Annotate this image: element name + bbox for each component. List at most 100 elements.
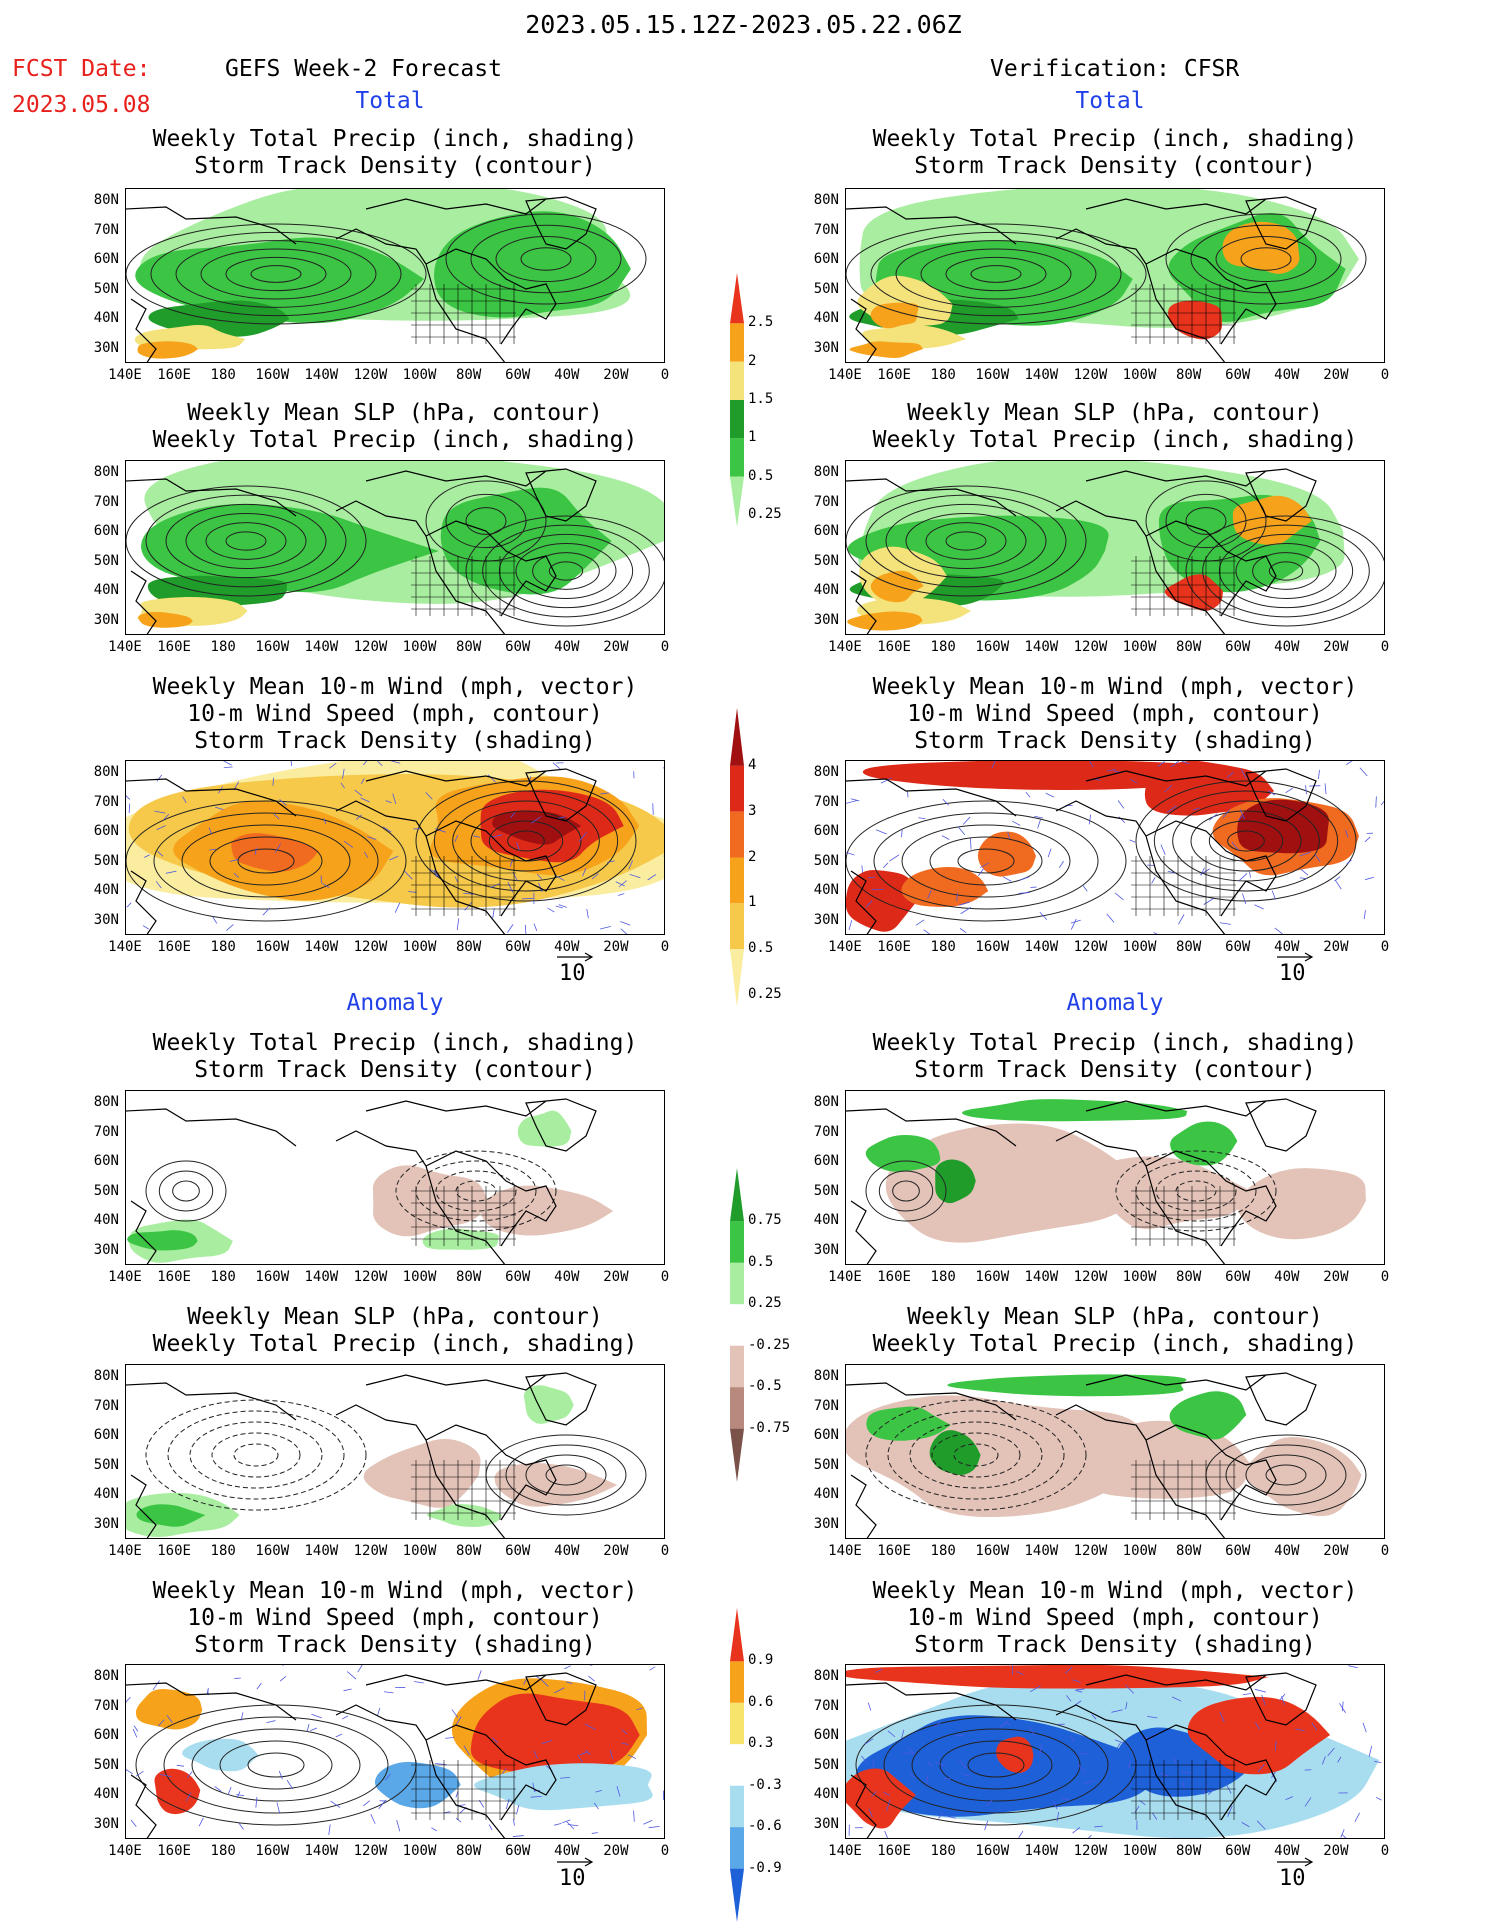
lon-tick-label: 160E: [877, 367, 911, 383]
colorbar-swatch: [730, 1661, 744, 1703]
wind-vector: [1153, 932, 1158, 934]
contour-line: [945, 531, 987, 551]
wind-vector: [607, 860, 615, 863]
lon-tick-label: 140W: [1024, 1269, 1059, 1285]
map-panel-gefs-wind_storm-anom: [125, 1664, 665, 1839]
wind-vector: [886, 1799, 891, 1812]
lon-tick-label: 120W: [353, 939, 388, 955]
lon-tick-label: 60W: [505, 939, 531, 955]
wind-vector: [1056, 1811, 1060, 1822]
wind-vector: [1209, 813, 1218, 821]
panel-title-gefs-3: Weekly Total Precip (inch, shading) Storm…: [95, 1030, 695, 1084]
wind-vector: [132, 1728, 138, 1738]
lat-tick-label: 80N: [813, 464, 839, 480]
contour-line: [145, 1160, 227, 1222]
coastline: [850, 570, 877, 634]
contour-line: [1215, 236, 1317, 282]
contour-line: [181, 824, 351, 898]
contour-line: [145, 1399, 367, 1511]
colorbar-label: 1: [748, 429, 757, 446]
wind-vector: [1354, 1812, 1360, 1823]
contour-line: [126, 800, 407, 922]
contour-line: [225, 531, 267, 551]
contour-line: [909, 1421, 1043, 1489]
coastline: [846, 1108, 1017, 1147]
precip-anomaly-shading: [127, 1230, 198, 1251]
wind-vector: [1274, 1740, 1277, 1752]
wind-vector: [541, 1739, 552, 1745]
lon-tick-label: 20W: [603, 1269, 629, 1285]
wind-vector: [979, 862, 990, 869]
wind-vector: [900, 1729, 905, 1740]
contour-line: [495, 236, 597, 282]
wind-vector: [236, 1794, 245, 1797]
wind-vector: [135, 1770, 144, 1777]
wind-vector: [558, 904, 568, 908]
map-plot: [126, 189, 664, 362]
lon-tick-label: 20W: [1323, 1269, 1349, 1285]
wind-vector: [562, 1819, 571, 1824]
panel-title-line: Storm Track Density (contour): [194, 153, 596, 179]
lon-tick-label: 160E: [157, 939, 191, 955]
lon-tick-label: 160W: [975, 1543, 1010, 1559]
coastline: [1145, 248, 1277, 345]
colorbar-label: 0.75: [748, 1212, 782, 1229]
lon-tick-label: 140E: [108, 1269, 142, 1285]
colorbar-label: 0.25: [748, 1295, 782, 1312]
wind-vector: [343, 1688, 352, 1692]
colorbar-swatch: [730, 273, 744, 324]
lat-tick-label: 50N: [813, 552, 839, 569]
wind-vector: [1285, 787, 1294, 794]
storm-anomaly-shading: [154, 1768, 201, 1815]
wind-vector: [1311, 1722, 1318, 1731]
wind-vector: [591, 1832, 598, 1834]
contour-line: [465, 515, 664, 627]
precip-shading: [141, 503, 439, 593]
wind-vector: [507, 881, 514, 893]
lon-tick-label: 140W: [1024, 367, 1059, 383]
contour-line: [247, 1752, 305, 1778]
lat-tick-label: 80N: [813, 1668, 839, 1684]
wind-vector: [1004, 1721, 1011, 1726]
lat-tick-label: 60N: [813, 1427, 839, 1443]
lon-tick-label: 160W: [255, 1843, 290, 1859]
colorbar-label: 4: [748, 756, 757, 773]
colorbar-label: -0.3: [748, 1776, 782, 1793]
storm-density-shading: [1144, 761, 1274, 816]
wind-vector: [1178, 914, 1185, 925]
panel-title-gefs-4: Weekly Mean SLP (hPa, contour) Weekly Tot…: [95, 1304, 695, 1358]
wind-vector: [435, 1763, 447, 1765]
coastline: [850, 1474, 877, 1538]
coastline: [126, 1108, 297, 1147]
lat-tick-label: 30N: [93, 911, 119, 928]
wind-vector: [357, 1665, 363, 1673]
wind-vector: [1362, 1722, 1367, 1733]
panel-title-line: Weekly Total Precip (inch, shading): [872, 126, 1358, 152]
coastline: [1145, 520, 1277, 617]
contour-line: [209, 836, 323, 886]
wind-vector: [1334, 876, 1341, 882]
storm-anomaly-shading: [374, 1761, 461, 1809]
wind-vector: [1029, 1685, 1041, 1693]
contour-line: [885, 503, 1047, 579]
wind-vector: [1089, 761, 1094, 768]
contour-line: [892, 1180, 920, 1202]
contour-line: [929, 836, 1043, 886]
wind-vector: [363, 851, 369, 858]
lat-tick-label: 80N: [93, 1094, 119, 1110]
wind-vector: [1249, 871, 1251, 878]
wind-vector: [1172, 1757, 1178, 1765]
lat-tick-label: 60N: [93, 823, 119, 839]
wind-vector: [933, 1722, 941, 1728]
colorbar-label: 0.25: [748, 986, 782, 1002]
wind-vector: [126, 1769, 133, 1775]
map-plot: [126, 1665, 664, 1838]
lon-tick-label: 40W: [554, 639, 580, 655]
wind-vector: [1077, 1763, 1086, 1773]
vector-arrow-head: [1304, 1857, 1314, 1867]
map-plot: [846, 761, 1384, 934]
map-plot: [846, 189, 1384, 362]
wind-vector: [530, 1795, 542, 1798]
lat-tick-label: 70N: [93, 1397, 119, 1414]
lat-tick-label: 50N: [813, 1456, 839, 1473]
